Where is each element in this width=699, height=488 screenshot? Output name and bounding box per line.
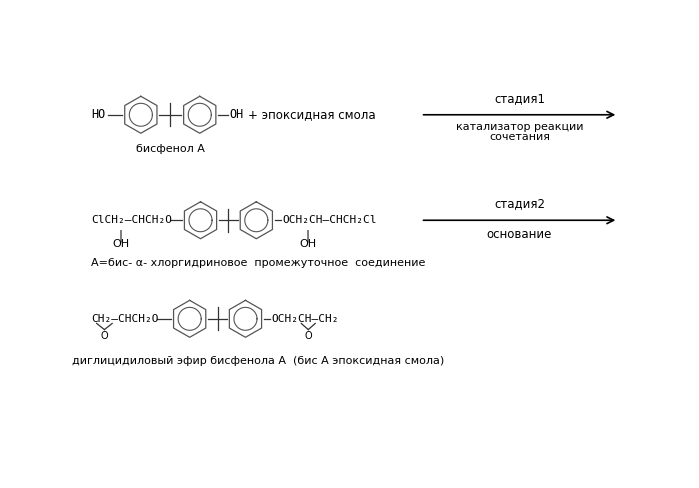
Text: + эпоксидная смола: + эпоксидная смола xyxy=(248,108,375,122)
Text: основание: основание xyxy=(487,228,552,241)
Text: |: | xyxy=(119,229,123,243)
Text: OH: OH xyxy=(299,239,316,249)
Text: ClCH₂–CHCH₂O: ClCH₂–CHCH₂O xyxy=(92,215,172,225)
Text: диглицидиловый эфир бисфенола А  (бис А эпоксидная смола): диглицидиловый эфир бисфенола А (бис А э… xyxy=(72,356,444,366)
Text: O: O xyxy=(305,331,312,341)
Text: бисфенол А: бисфенол А xyxy=(136,143,205,154)
Text: А=бис- α- хлоргидриновое  промежуточное  соединение: А=бис- α- хлоргидриновое промежуточное с… xyxy=(91,258,425,267)
Text: OH: OH xyxy=(112,239,129,249)
Text: |: | xyxy=(305,229,310,243)
Text: стадия1: стадия1 xyxy=(494,92,545,105)
Text: O: O xyxy=(101,331,108,341)
Text: OCH₂CH–CHCH₂Cl: OCH₂CH–CHCH₂Cl xyxy=(282,215,377,225)
Text: CH₂–CHCH₂O: CH₂–CHCH₂O xyxy=(92,314,159,324)
Text: катализатор реакции: катализатор реакции xyxy=(456,122,583,132)
Text: HO: HO xyxy=(92,108,106,122)
Text: стадия2: стадия2 xyxy=(494,197,545,210)
Text: OCH₂CH–CH₂: OCH₂CH–CH₂ xyxy=(272,314,339,324)
Text: сочетания: сочетания xyxy=(489,132,550,142)
Text: OH: OH xyxy=(229,108,243,122)
